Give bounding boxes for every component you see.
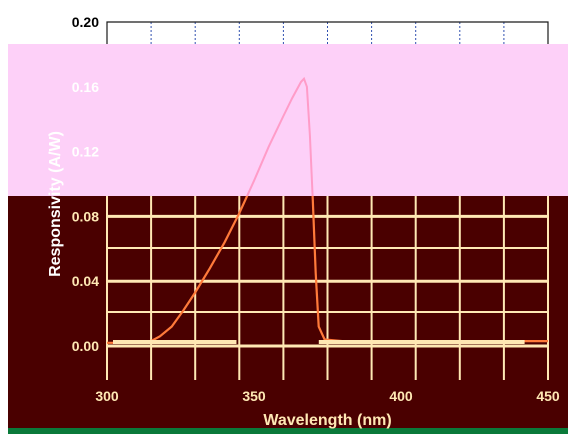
series-line-upper [246, 76, 314, 196]
y-tick-label: 0.16 [72, 79, 99, 95]
y-tick-label: 0.20 [72, 14, 99, 30]
x-tick-label: 400 [389, 388, 413, 404]
x-axis-title: Wavelength (nm) [263, 412, 391, 429]
grid-lines [107, 22, 548, 380]
data-series [107, 76, 548, 344]
plot-frame-top [106, 21, 549, 44]
y-tick-label: 0.08 [72, 208, 99, 224]
y-tick-label: 0.12 [72, 144, 99, 160]
baseline-highlight [113, 340, 237, 344]
x-tick-label: 300 [95, 388, 119, 404]
baseline-highlight [318, 340, 525, 344]
plot-frame [106, 21, 549, 380]
x-tick-label: 450 [536, 388, 560, 404]
y-tick-labels: 0.00 0.04 0.08 0.12 0.16 0.20 [72, 14, 99, 354]
x-tick-label: 350 [242, 388, 266, 404]
y-tick-label: 0.04 [72, 273, 99, 289]
bottom-strip [8, 428, 568, 434]
y-axis-title: Responsivity (A/W) [47, 131, 64, 277]
top-band [8, 44, 568, 196]
x-tick-labels: 300 350 400 450 [95, 388, 560, 404]
y-tick-label: 0.00 [72, 338, 99, 354]
